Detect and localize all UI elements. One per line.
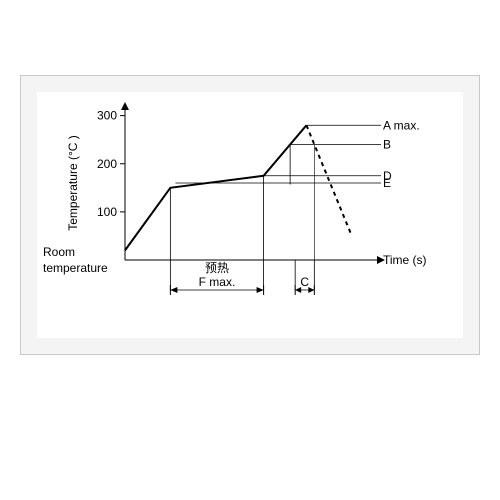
x-axis-label: Time (s)	[383, 253, 427, 267]
svg-text:200: 200	[97, 157, 117, 171]
label-A: A max.	[383, 118, 420, 132]
svg-text:temperature: temperature	[43, 261, 108, 275]
room-temp-label: Room	[43, 245, 75, 259]
y-axis-label: Temperature (°C )	[66, 135, 80, 231]
label-C: C	[300, 275, 309, 289]
svg-text:300: 300	[97, 109, 117, 123]
reflow-profile-chart: 100 200 300 Temperature (°C ) Room temperatur…	[37, 92, 465, 340]
label-B: B	[383, 138, 391, 152]
chart-inner-panel: 100 200 300 Temperature (°C ) Room temperatur…	[37, 92, 463, 338]
svg-text:100: 100	[97, 205, 117, 219]
profile-line	[125, 125, 306, 250]
label-preheat-cn: 预热	[205, 261, 229, 275]
label-E: E	[383, 176, 391, 190]
chart-outer-frame: 100 200 300 Temperature (°C ) Room temperatur…	[20, 75, 480, 355]
cooling-line	[306, 125, 351, 236]
label-F: F max.	[199, 275, 236, 289]
